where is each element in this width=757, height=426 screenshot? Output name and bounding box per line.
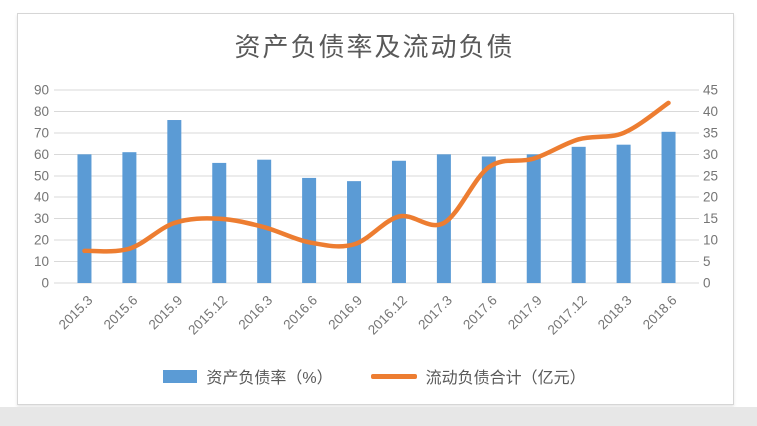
x-axis-tick-label: 2017.9: [505, 293, 545, 333]
right-axis-tick-label: 0: [703, 276, 711, 291]
legend-label-line-series: 流动负债合计（亿元）: [425, 370, 586, 387]
chart-legend: 资产负债率（%） 流动负债合计（亿元）: [17, 364, 732, 388]
legend-item-bar-series: 资产负债率（%）: [163, 364, 333, 388]
x-axis-tick-label: 2017.12: [545, 293, 590, 338]
x-axis-tick-label: 2016.3: [235, 293, 275, 333]
bar: [436, 154, 451, 283]
right-axis-tick-label: 20: [703, 190, 718, 205]
bar: [77, 154, 92, 283]
left-axis-tick-label: 20: [34, 233, 49, 248]
right-axis-tick-label: 10: [703, 233, 718, 248]
x-axis-tick-label: 2015.12: [185, 293, 230, 338]
x-axis-tick-label: 2017.6: [460, 293, 500, 333]
bar: [481, 156, 496, 283]
bar: [122, 152, 137, 283]
right-axis-tick-label: 45: [703, 83, 718, 98]
left-axis-tick-label: 30: [34, 211, 49, 226]
left-axis-tick-label: 70: [34, 125, 49, 140]
line-series: [82, 100, 671, 254]
left-axis-tick-label: 10: [34, 254, 49, 269]
bar-series-swatch-icon: [163, 369, 198, 383]
x-axis-tick-label: 2018.6: [640, 293, 680, 333]
page-bottom-strip: [0, 407, 757, 426]
x-axis-tick-label: 2016.9: [325, 293, 365, 333]
bar: [257, 159, 272, 283]
legend-label-bar-series: 资产负债率（%）: [206, 370, 333, 387]
bar: [526, 154, 541, 283]
left-axis-tick-label: 90: [34, 83, 49, 98]
right-axis-tick-label: 35: [703, 125, 718, 140]
bar: [302, 177, 317, 283]
x-axis-tick-label: 2017.3: [415, 293, 455, 333]
bar: [661, 131, 676, 283]
right-axis-tick-label: 40: [703, 104, 718, 119]
chart-card: [17, 13, 734, 405]
bar: [391, 160, 406, 283]
x-axis-tick-label: 2016.12: [365, 293, 410, 338]
x-axis-tick-label: 2016.6: [280, 293, 320, 333]
bar: [212, 162, 227, 283]
right-axis-tick-label: 25: [703, 168, 718, 183]
line-series-swatch-icon: [370, 373, 417, 379]
x-axis-tick-label: 2018.3: [595, 293, 635, 333]
x-axis-tick-label: 2015.6: [101, 293, 141, 333]
right-axis-tick-label: 15: [703, 211, 718, 226]
bar: [616, 144, 631, 283]
left-axis-tick-label: 60: [34, 147, 49, 162]
x-axis-tick-label: 2015.9: [146, 293, 186, 333]
x-axis-tick-label: 2015.3: [56, 293, 96, 333]
left-axis-tick-label: 40: [34, 190, 49, 205]
right-axis-tick-label: 30: [703, 147, 718, 162]
left-axis-tick-label: 50: [34, 168, 49, 183]
left-axis-tick-label: 0: [41, 276, 49, 291]
bar: [347, 181, 362, 283]
bar: [167, 120, 182, 284]
left-axis-tick-label: 80: [34, 104, 49, 119]
chart-title: 资产负债率及流动负债: [234, 32, 515, 62]
legend-item-line-series: 流动负债合计（亿元）: [370, 364, 586, 388]
bar: [571, 146, 586, 283]
right-axis-tick-label: 5: [703, 254, 711, 269]
